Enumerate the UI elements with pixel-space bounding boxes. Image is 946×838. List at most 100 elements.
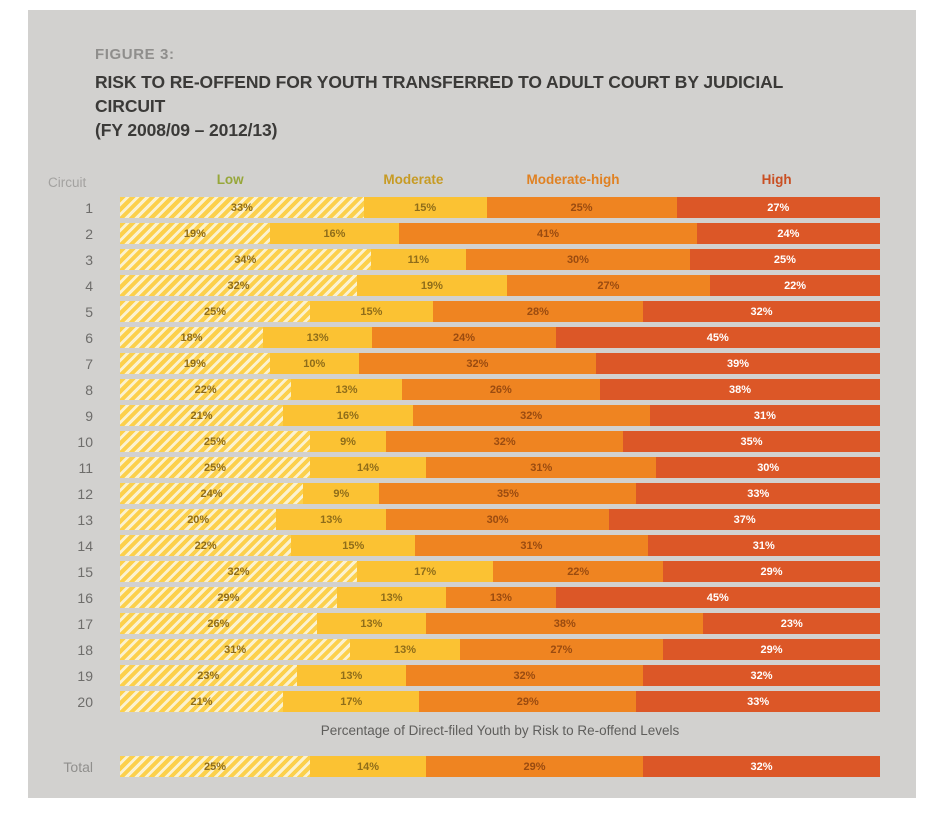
segment-value-label: 13% <box>340 669 363 682</box>
circuit-row-20: 20 21% 17% 29% 33% <box>28 691 916 713</box>
segment-high: 22% <box>710 275 880 297</box>
circuit-row-7: 7 19% 10% 32% 39% <box>28 353 916 375</box>
figure-number-label: FIGURE 3: <box>95 46 175 63</box>
column-header-low: Low <box>216 172 244 188</box>
row-label: Total <box>63 758 93 775</box>
column-header-moderate-high: Moderate-high <box>526 172 620 188</box>
figure-title-line2: (FY 2008/09 – 2012/13) <box>95 120 278 141</box>
segment-value-label: 38% <box>729 383 752 396</box>
segment-value-label: 33% <box>230 201 253 214</box>
row-label: 3 <box>85 251 93 268</box>
segment-high: 24% <box>696 223 880 245</box>
row-label: 1 <box>85 199 93 216</box>
segment-moderate: 16% <box>269 223 400 245</box>
row-label: 4 <box>85 277 93 294</box>
segment-value-label: 32% <box>227 279 250 292</box>
circuit-rows: 1 33% 15% 25% 27% 2 19% 16% 41% 24% 3 34% 11% 30% 25% 4… <box>28 197 916 713</box>
segment-high: 32% <box>642 756 880 778</box>
segment-high: 29% <box>663 561 880 583</box>
segment-moderate: 13% <box>262 327 373 349</box>
segment-value-label: 31% <box>752 539 775 552</box>
segment-value-label: 32% <box>513 669 536 682</box>
circuit-row-13: 13 20% 13% 30% 37% <box>28 509 916 531</box>
segment-high: 33% <box>636 483 881 505</box>
stacked-bar: 34% 11% 30% 25% <box>120 249 880 271</box>
segment-value-label: 18% <box>180 331 203 344</box>
stacked-bar: 21% 16% 32% 31% <box>120 405 880 427</box>
figure-card: FIGURE 3: RISK TO RE-OFFEND FOR YOUTH TR… <box>28 10 916 798</box>
row-label: 5 <box>85 303 93 320</box>
segment-value-label: 29% <box>760 565 783 578</box>
segment-value-label: 45% <box>706 331 729 344</box>
circuit-row-19: 19 23% 13% 32% 32% <box>28 665 916 687</box>
segment-value-label: 45% <box>706 591 729 604</box>
stacked-bar: 25% 14% 29% 32% <box>120 756 880 778</box>
figure-title-line1: RISK TO RE-OFFEND FOR YOUTH TRANSFERRED … <box>95 72 783 117</box>
circuit-row-12: 12 24% 9% 35% 33% <box>28 483 916 505</box>
segment-value-label: 24% <box>452 331 475 344</box>
segment-value-label: 25% <box>570 201 593 214</box>
segment-low: 25% <box>120 756 310 778</box>
circuit-row-1: 1 33% 15% 25% 27% <box>28 197 916 219</box>
segment-value-label: 13% <box>393 643 417 656</box>
segment-value-label: 15% <box>342 539 365 552</box>
segment-value-label: 26% <box>489 383 512 396</box>
segment-low: 33% <box>120 197 364 219</box>
segment-value-label: 31% <box>224 643 247 656</box>
segment-value-label: 27% <box>550 643 573 656</box>
segment-low: 19% <box>120 223 270 245</box>
segment-moderate-high: 31% <box>415 535 648 557</box>
segment-moderate: 11% <box>370 249 467 271</box>
segment-value-label: 13% <box>360 617 383 630</box>
segment-value-label: 41% <box>536 227 559 240</box>
circuit-row-9: 9 21% 16% 32% 31% <box>28 405 916 427</box>
stacked-bar: 26% 13% 38% 23% <box>120 613 880 635</box>
segment-value-label: 11% <box>407 253 430 266</box>
segment-moderate-high: 24% <box>372 327 556 349</box>
segment-value-label: 9% <box>340 435 356 448</box>
segment-high: 25% <box>689 249 880 271</box>
segment-moderate-high: 22% <box>493 561 664 583</box>
stacked-bar: 19% 16% 41% 24% <box>120 223 880 245</box>
segment-moderate-high: 30% <box>466 249 690 271</box>
segment-moderate-high: 32% <box>386 431 624 453</box>
segment-value-label: 29% <box>516 695 539 708</box>
segment-moderate-high: 31% <box>426 457 657 479</box>
segment-value-label: 29% <box>217 591 240 604</box>
column-header-moderate: Moderate <box>383 172 444 188</box>
segment-value-label: 21% <box>190 695 213 708</box>
segment-value-label: 13% <box>320 513 343 526</box>
segment-low: 21% <box>120 405 284 427</box>
segment-low: 25% <box>120 457 310 479</box>
row-label: 18 <box>77 641 93 658</box>
segment-value-label: 13% <box>306 331 329 344</box>
stacked-bar: 32% 19% 27% 22% <box>120 275 880 297</box>
circuit-row-14: 14 22% 15% 31% 31% <box>28 535 916 557</box>
circuit-row-8: 8 22% 13% 26% 38% <box>28 379 916 401</box>
segment-value-label: 31% <box>530 461 553 474</box>
segment-moderate: 17% <box>283 691 420 713</box>
segment-value-label: 31% <box>520 539 543 552</box>
segment-high: 30% <box>656 457 880 479</box>
segment-high: 33% <box>636 691 880 713</box>
segment-value-label: 32% <box>750 760 773 773</box>
segment-low: 22% <box>120 379 292 401</box>
segment-value-label: 34% <box>234 253 257 266</box>
stacked-bar: 19% 10% 32% 39% <box>120 353 880 375</box>
segment-low: 29% <box>120 587 337 609</box>
segment-high: 45% <box>555 327 880 349</box>
segment-value-label: 15% <box>414 201 437 214</box>
x-axis-label: Percentage of Direct-filed Youth by Risk… <box>320 723 680 739</box>
segment-moderate: 19% <box>357 275 507 297</box>
segment-value-label: 23% <box>197 669 220 682</box>
segment-moderate-high: 35% <box>379 483 637 505</box>
segment-value-label: 10% <box>303 357 326 370</box>
segment-moderate: 13% <box>276 509 386 531</box>
segment-low: 34% <box>120 249 371 271</box>
segment-value-label: 23% <box>780 617 803 630</box>
segment-high: 45% <box>555 587 880 609</box>
segment-value-label: 22% <box>194 539 217 552</box>
segment-moderate: 16% <box>283 405 413 427</box>
segment-high: 38% <box>600 379 880 401</box>
segment-high: 27% <box>676 197 880 219</box>
